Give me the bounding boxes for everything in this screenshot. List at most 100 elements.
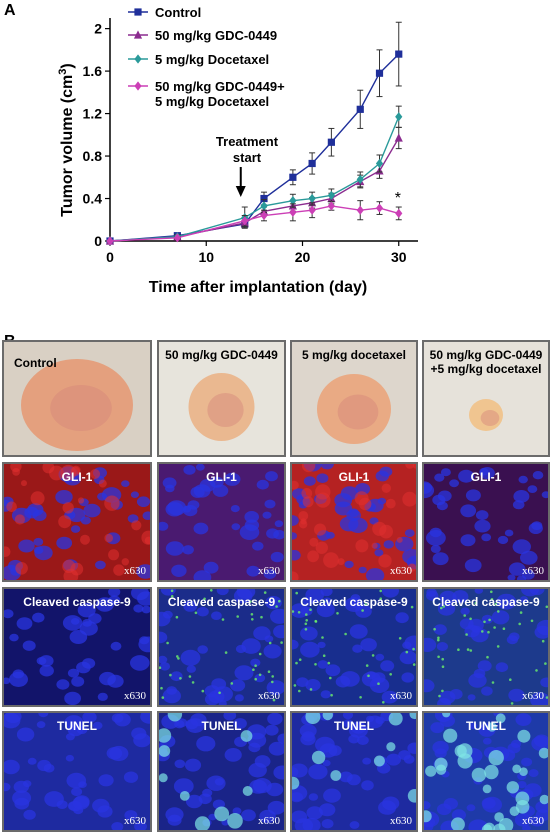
- tumor-volume-chart: 0 10 20 30 0 0.4 0.8 1.2 1.6 2 Control 50 mg/kg GD…: [57, 5, 418, 296]
- y-tick-label-4: 1.6: [83, 63, 103, 79]
- y-tick-label-5: 2: [94, 21, 102, 37]
- image-label-photo-1: 50 mg/kg GDC-0449: [165, 348, 278, 362]
- image-label-photo-2: 5 mg/kg docetaxel: [301, 348, 407, 362]
- series-line-2: [109, 116, 400, 242]
- legend-label-2-0: 5 mg/kg Docetaxel: [155, 52, 269, 67]
- legend-marker-3: [134, 81, 142, 91]
- chart-series-layer: [105, 21, 403, 246]
- magnification-label: x630: [522, 815, 544, 827]
- point-0-3: [260, 194, 268, 203]
- point-2-7: [356, 174, 364, 185]
- point-0-6: [327, 138, 335, 146]
- treatment-arrow-icon: [235, 167, 246, 197]
- point-3-2: [241, 216, 249, 226]
- image-label-gli-0: GLI-1: [61, 470, 93, 484]
- legend-marker-0: [134, 8, 142, 16]
- point-3-7: [356, 205, 364, 215]
- image-gli-1: GLI-1 x630: [157, 462, 286, 582]
- point-3-6: [327, 201, 335, 211]
- treatment-annotation-line1: Treatment: [216, 134, 279, 149]
- point-2-5: [308, 193, 316, 204]
- image-label-casp-2: Cleaved caspase-9: [300, 595, 408, 609]
- image-gli-0: GLI-1 x630: [2, 462, 152, 582]
- treatment-annotation-line2: start: [233, 150, 262, 165]
- y-tick-label-2: 0.8: [83, 148, 103, 164]
- point-2-3: [260, 201, 268, 211]
- image-photo-1: 50 mg/kg GDC-0449: [157, 340, 286, 457]
- image-label-photo-3: 50 mg/kg GDC-0449 +5 mg/kg docetaxel: [429, 348, 543, 376]
- image-label-tunel-0: TUNEL: [57, 719, 97, 733]
- image-casp-3: Cleaved caspase-9 x630: [422, 587, 550, 707]
- magnification-label: x630: [390, 815, 412, 827]
- image-casp-1: Cleaved caspase-9 x630: [157, 587, 286, 707]
- image-label-tunel-2: TUNEL: [334, 719, 374, 733]
- legend-marker-2: [134, 54, 142, 64]
- panel-b-image-grid: Control 50 mg/kg GDC-0449 5 mg/kg docetaxe…: [0, 340, 550, 833]
- x-tick-label-2: 20: [295, 249, 311, 265]
- point-1-9: [394, 133, 403, 142]
- series-2: [106, 105, 403, 246]
- image-photo-0: Control: [2, 340, 152, 457]
- point-2-4: [289, 196, 297, 206]
- series-line-3: [109, 205, 399, 242]
- panel-a-letter: A: [4, 2, 16, 19]
- y-axis-label: Tumor volume (cm3): [57, 63, 76, 216]
- image-label-casp-0: Cleaved caspase-9: [23, 595, 131, 609]
- image-photo-2: 5 mg/kg docetaxel: [290, 340, 418, 457]
- image-label-casp-1: Cleaved caspase-9: [167, 595, 276, 609]
- point-2-8: [375, 158, 384, 169]
- x-tick-label-3: 30: [391, 249, 407, 265]
- point-2-9: [395, 112, 403, 122]
- y-tick-label-0: 0: [94, 233, 102, 249]
- point-2-6: [327, 190, 335, 200]
- image-casp-0: Cleaved caspase-9 x630: [2, 587, 152, 707]
- image-label-casp-3: Cleaved caspase-9: [432, 595, 540, 609]
- image-label-gli-2: GLI-1: [338, 470, 370, 484]
- magnification-label: x630: [258, 690, 280, 702]
- image-gli-2: GLI-1 x630: [290, 462, 418, 582]
- y-tick-label-3: 1.2: [83, 106, 103, 122]
- image-label-gli-3: GLI-1: [470, 470, 502, 484]
- point-3-0: [106, 236, 114, 246]
- point-3-3: [260, 210, 268, 221]
- y-tick-label-1: 0.4: [83, 191, 103, 207]
- series-3: [106, 200, 403, 246]
- magnification-label: x630: [258, 815, 280, 827]
- image-tunel-2: TUNEL x630: [290, 711, 418, 832]
- image-gli-3: GLI-1 x630: [422, 462, 550, 582]
- image-tunel-0: TUNEL x630: [2, 711, 152, 832]
- image-tunel-1: TUNEL x630: [157, 711, 286, 832]
- image-label-photo-0: Control: [14, 356, 57, 370]
- image-casp-2: Cleaved caspase-9 x630: [290, 587, 418, 707]
- x-axis-label: Time after implantation (day): [149, 279, 367, 296]
- point-0-4: [289, 173, 297, 181]
- magnification-label: x630: [124, 690, 146, 702]
- chart-legend: Control 50 mg/kg GDC-0449 5 mg/kg Docetaxe…: [128, 5, 285, 109]
- legend-label-1-0: 50 mg/kg GDC-0449: [155, 28, 277, 43]
- point-3-5: [308, 205, 316, 215]
- point-3-8: [375, 203, 384, 213]
- x-tick-label-0: 0: [106, 249, 114, 265]
- point-0-8: [375, 69, 384, 77]
- point-3-4: [289, 207, 297, 217]
- point-0-9: [395, 50, 403, 58]
- magnification-label: x630: [390, 690, 412, 702]
- magnification-label: x630: [522, 565, 544, 577]
- legend-label-0-0: Control: [155, 5, 201, 20]
- point-0-5: [308, 159, 316, 168]
- magnification-label: x630: [124, 565, 146, 577]
- image-tunel-3: TUNEL x630: [422, 711, 550, 832]
- image-photo-3: 50 mg/kg GDC-0449 +5 mg/kg docetaxel: [422, 340, 550, 457]
- magnification-label: x630: [390, 565, 412, 577]
- x-tick-label-1: 10: [198, 249, 214, 265]
- magnification-label: x630: [124, 815, 146, 827]
- image-label-tunel-1: TUNEL: [201, 719, 242, 733]
- point-0-7: [356, 105, 364, 113]
- arrow-head: [235, 186, 246, 197]
- legend-label-3-1: 5 mg/kg Docetaxel: [155, 94, 269, 109]
- magnification-label: x630: [258, 565, 280, 577]
- significance-asterisk: *: [395, 190, 401, 207]
- legend-marker-1: [133, 30, 143, 39]
- legend-label-3-0: 50 mg/kg GDC-0449+: [155, 79, 285, 94]
- point-3-9: [395, 208, 403, 218]
